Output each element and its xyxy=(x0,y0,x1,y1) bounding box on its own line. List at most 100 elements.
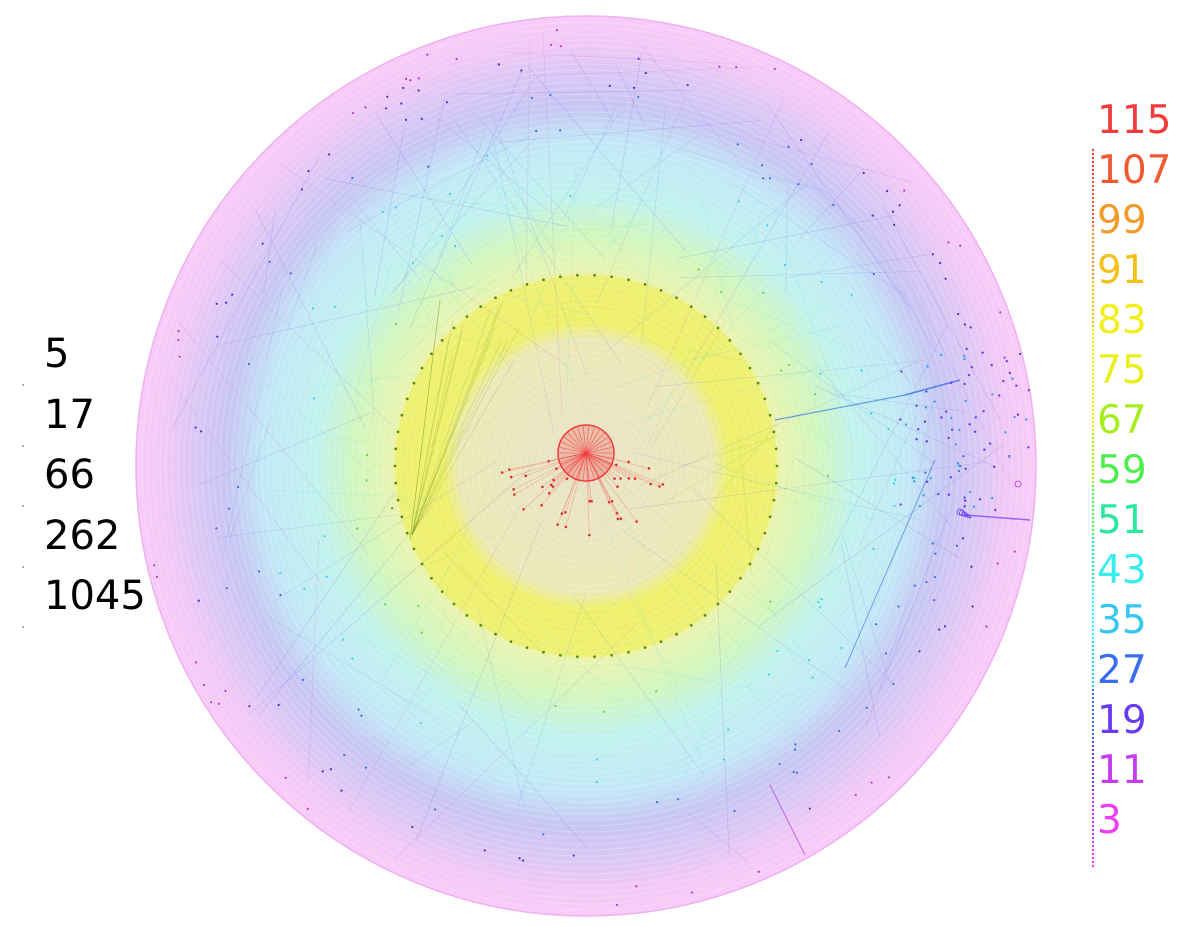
network-edge xyxy=(882,203,1001,421)
network-node xyxy=(227,507,231,510)
network-node xyxy=(939,261,942,265)
network-node xyxy=(929,477,932,480)
core-edge xyxy=(585,452,609,470)
shell-node xyxy=(393,464,397,468)
network-node xyxy=(569,195,572,198)
network-edge xyxy=(572,594,704,776)
network-node xyxy=(1002,379,1005,383)
network-edge xyxy=(517,595,586,807)
network-node xyxy=(931,542,934,545)
network-node xyxy=(996,562,999,565)
scale-dot xyxy=(1091,596,1095,600)
network-node xyxy=(420,631,423,634)
network-node xyxy=(178,355,181,358)
core-edge xyxy=(585,452,650,469)
network-node xyxy=(950,428,954,431)
scale-dot xyxy=(1091,416,1095,420)
scale-dot xyxy=(1091,580,1095,584)
core-edge xyxy=(585,452,613,502)
shell-ring xyxy=(189,69,983,863)
scale-dot xyxy=(1091,180,1095,184)
network-node xyxy=(637,57,640,60)
shell-ring xyxy=(339,219,833,713)
network-node xyxy=(1018,352,1022,356)
network-node xyxy=(990,363,993,367)
shell-node xyxy=(465,315,469,319)
network-node xyxy=(913,584,916,587)
network-edge xyxy=(429,225,458,297)
core-node xyxy=(658,485,661,488)
network-node xyxy=(224,689,227,693)
scale-dot xyxy=(1091,252,1095,256)
shell-ring xyxy=(381,261,791,671)
network-edge xyxy=(504,52,739,65)
network-node xyxy=(595,758,599,761)
shell-node xyxy=(465,613,469,617)
shell-node xyxy=(763,397,767,401)
network-node xyxy=(1003,356,1006,359)
network-edge xyxy=(682,666,734,781)
shell-ring xyxy=(465,345,707,587)
core-node xyxy=(551,485,555,488)
scale-dot xyxy=(1091,624,1095,628)
network-edge xyxy=(828,324,948,558)
network-node xyxy=(956,461,960,465)
scale-dot xyxy=(1091,320,1095,324)
core-edge xyxy=(585,452,629,463)
network-node xyxy=(926,365,929,368)
network-node xyxy=(328,153,331,156)
scale-dot xyxy=(1091,772,1095,776)
shell-ring xyxy=(453,333,719,599)
network-node xyxy=(900,370,903,373)
scale-dot xyxy=(1091,696,1095,700)
network-node xyxy=(351,657,354,660)
network-node xyxy=(194,426,197,429)
scale-dot xyxy=(1091,476,1095,480)
core-node xyxy=(619,477,622,480)
shell-ring xyxy=(441,321,731,611)
scale-dot xyxy=(1091,292,1095,296)
network-node xyxy=(483,849,486,852)
shell-node xyxy=(525,646,529,650)
network-edge xyxy=(443,551,542,653)
network-node xyxy=(1005,359,1008,363)
network-node xyxy=(307,170,310,173)
network-edge xyxy=(572,223,647,231)
scale-dot xyxy=(1091,280,1095,284)
network-edge xyxy=(360,223,375,418)
network-node xyxy=(394,206,397,209)
network-edge xyxy=(596,100,686,304)
network-node xyxy=(340,789,343,792)
shell-node xyxy=(494,632,497,636)
scale-dot xyxy=(1091,412,1095,416)
scale-dot xyxy=(1091,788,1095,792)
core-edge xyxy=(523,452,587,510)
network-node xyxy=(417,604,420,608)
scale-dot xyxy=(1091,488,1095,492)
network-edge xyxy=(713,423,778,502)
scale-dot xyxy=(1091,820,1095,824)
scale-dot xyxy=(1091,220,1095,224)
network-edge xyxy=(625,362,836,425)
core-edge xyxy=(585,452,590,536)
network-edge xyxy=(420,275,597,317)
network-node xyxy=(1013,550,1016,553)
scale-dot xyxy=(1091,776,1095,780)
network-edge xyxy=(629,595,706,740)
network-node xyxy=(894,478,897,481)
shell-node xyxy=(400,413,404,417)
network-node xyxy=(963,354,966,358)
network-node xyxy=(978,498,982,501)
network-node xyxy=(333,305,337,308)
network-node xyxy=(177,338,180,342)
shell-ring xyxy=(471,351,701,581)
network-node xyxy=(957,469,960,473)
network-edge xyxy=(408,721,473,767)
network-node xyxy=(445,101,449,104)
network-node xyxy=(903,189,906,192)
network-edge xyxy=(602,515,707,774)
network-node xyxy=(257,570,261,573)
shell-node xyxy=(659,640,663,644)
network-node xyxy=(559,45,562,48)
network-node xyxy=(957,464,961,467)
